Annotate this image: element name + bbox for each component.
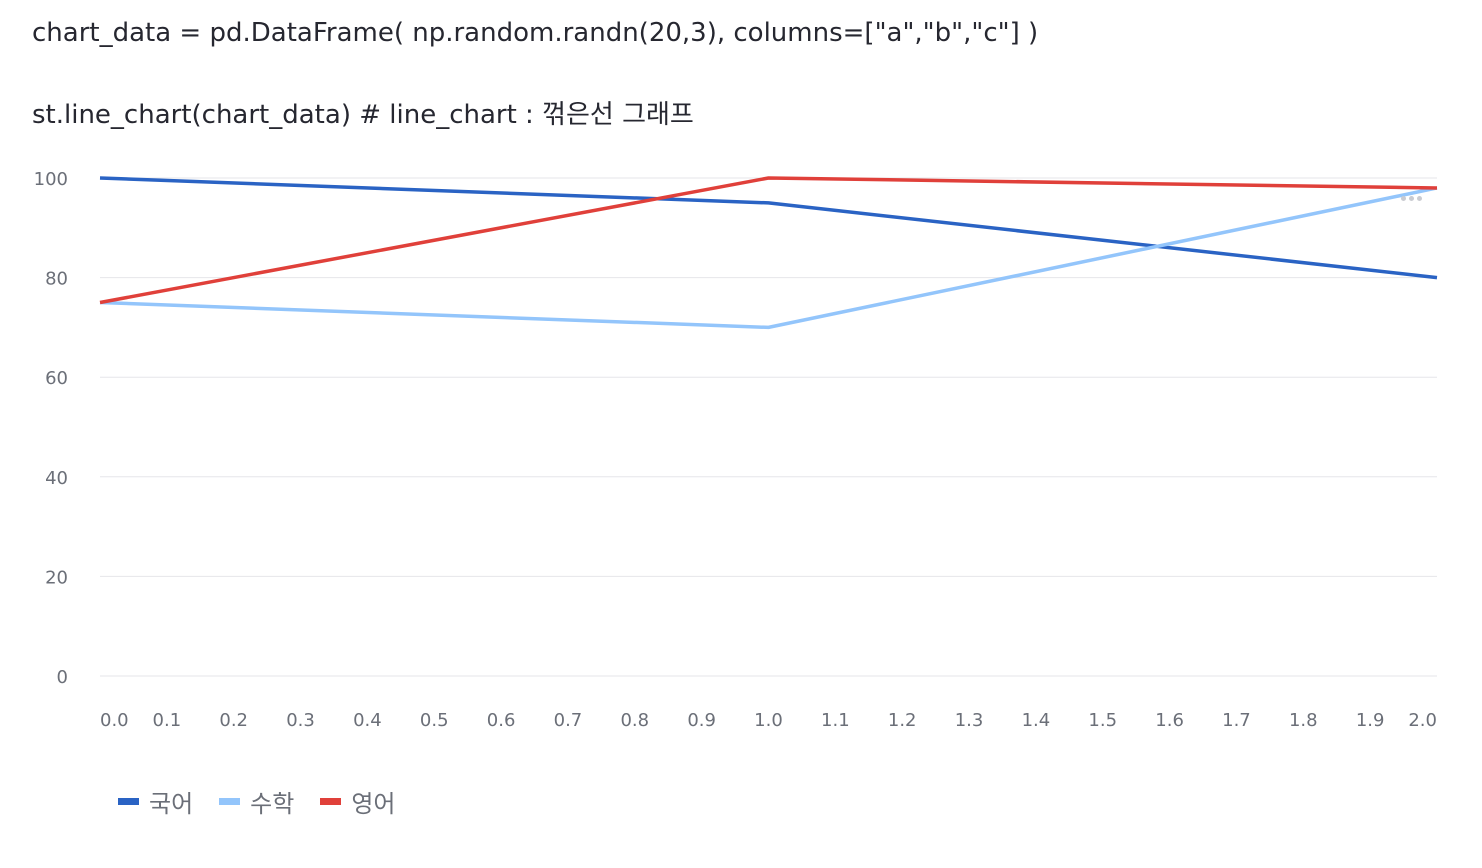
- x-tick-label: 1.3: [955, 710, 984, 731]
- y-tick-label: 40: [45, 468, 68, 489]
- x-tick-label: 1.4: [1022, 710, 1051, 731]
- legend: 국어 수학 영어: [118, 784, 396, 819]
- y-tick-label: 100: [34, 169, 68, 190]
- x-tick-label: 1.7: [1222, 710, 1251, 731]
- x-tick-label: 0.0: [100, 710, 129, 731]
- x-tick-label: 0.1: [153, 710, 182, 731]
- more-options-button[interactable]: [1396, 188, 1426, 208]
- x-tick-label: 0.6: [487, 710, 516, 731]
- x-tick-label: 1.9: [1356, 710, 1385, 731]
- more-horizontal-icon: [1400, 195, 1406, 201]
- legend-item[interactable]: 수학: [219, 784, 294, 819]
- x-tick-label: 0.9: [687, 710, 716, 731]
- x-axis: 0.0 0.1 0.2 0.3 0.4 0.5 0.6 0.7 0.8 0.9 1.0 1.1 1.2 1…: [100, 710, 1437, 731]
- grid: [100, 177, 1437, 677]
- series: [99, 176, 1438, 330]
- x-tick-label: 0.8: [620, 710, 649, 731]
- y-tick-label: 80: [45, 269, 68, 290]
- x-tick-label: 1.0: [754, 710, 783, 731]
- legend-swatch: [320, 798, 342, 805]
- x-tick-label: 1.2: [888, 710, 917, 731]
- legend-swatch: [219, 798, 241, 805]
- series-line-1[interactable]: [99, 186, 1438, 330]
- series-line-2[interactable]: [99, 176, 1438, 305]
- series-line-0[interactable]: [99, 176, 1438, 280]
- code-line-dataframe: chart_data = pd.DataFrame( np.random.ran…: [32, 18, 1039, 48]
- x-tick-label: 1.5: [1088, 710, 1117, 731]
- x-tick-label: 1.6: [1155, 710, 1184, 731]
- y-tick-label: 60: [45, 368, 68, 389]
- x-tick-label: 0.5: [420, 710, 449, 731]
- y-tick-label: 20: [45, 567, 68, 588]
- legend-label: 국어: [149, 790, 194, 818]
- legend-label: 수학: [250, 790, 295, 818]
- x-tick-label: 0.7: [554, 710, 583, 731]
- legend-swatch: [118, 798, 139, 805]
- legend-item[interactable]: 국어: [118, 784, 193, 819]
- more-dot: [1416, 195, 1422, 201]
- x-tick-label: 0.2: [219, 710, 248, 731]
- y-axis: 0 20 40 60 80 100: [34, 169, 68, 688]
- x-tick-label: 1.8: [1289, 710, 1318, 731]
- x-tick-label: 2.0: [1408, 710, 1437, 731]
- more-dot: [1408, 195, 1414, 201]
- y-tick-label: 0: [57, 667, 68, 688]
- legend-label: 영어: [351, 790, 396, 818]
- x-tick-label: 0.4: [353, 710, 382, 731]
- code-line-line-chart: st.line_chart(chart_data) # line_chart :…: [32, 100, 694, 130]
- legend-item[interactable]: 영어: [320, 784, 396, 819]
- x-tick-label: 1.1: [821, 710, 850, 731]
- x-tick-label: 0.3: [286, 710, 315, 731]
